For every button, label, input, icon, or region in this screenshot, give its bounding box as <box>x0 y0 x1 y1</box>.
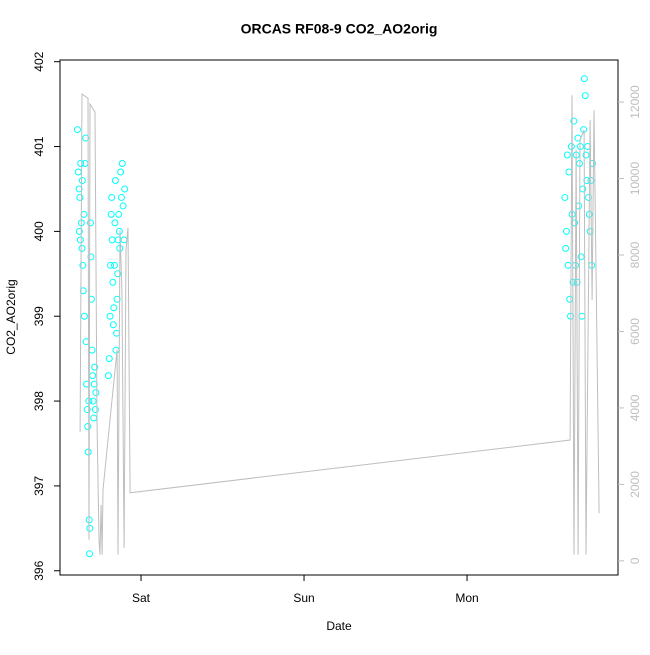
point <box>562 244 570 252</box>
point <box>563 151 571 159</box>
point <box>110 304 118 312</box>
point <box>83 406 91 414</box>
y-tick-label: 397 <box>32 476 46 496</box>
point <box>76 193 84 201</box>
point <box>115 227 123 235</box>
point <box>82 134 90 142</box>
point <box>86 219 94 227</box>
point <box>111 219 119 227</box>
point <box>106 312 114 320</box>
point <box>582 151 590 159</box>
point <box>109 278 117 286</box>
point <box>108 193 116 201</box>
point <box>76 236 84 244</box>
x-tick-label: Sun <box>293 591 314 605</box>
y-tick-label: 399 <box>32 306 46 326</box>
point <box>110 261 118 269</box>
point <box>79 261 87 269</box>
point <box>84 423 92 431</box>
point <box>77 160 85 168</box>
point <box>91 363 99 371</box>
x-axis-label: Date <box>326 619 352 633</box>
point <box>118 160 126 168</box>
point <box>104 372 112 380</box>
point <box>107 210 115 218</box>
point <box>92 389 100 397</box>
point <box>117 193 125 201</box>
point <box>121 185 129 193</box>
point <box>111 176 119 184</box>
point <box>577 253 585 261</box>
point <box>78 244 86 252</box>
y-tick-label: 400 <box>32 221 46 241</box>
point <box>117 168 125 176</box>
plot-box <box>59 59 619 576</box>
point <box>119 202 127 210</box>
y2-tick-label: 12000 <box>628 85 642 119</box>
y2-tick-label: 0 <box>628 557 642 564</box>
point <box>581 92 589 100</box>
point <box>105 355 113 363</box>
y-tick-label: 398 <box>32 391 46 411</box>
point <box>80 312 88 320</box>
y-tick-label: 401 <box>32 136 46 156</box>
point <box>73 126 81 134</box>
point <box>79 287 87 295</box>
y2-tick-label: 8000 <box>628 241 642 268</box>
y-axis-label: CO2_AO2orig <box>4 279 18 354</box>
point <box>580 75 588 83</box>
point <box>114 270 122 278</box>
point <box>584 193 592 201</box>
line <box>79 93 600 555</box>
point <box>580 126 588 134</box>
point <box>89 397 97 405</box>
y-tick-label: 396 <box>32 560 46 580</box>
point <box>84 448 92 456</box>
point <box>107 261 115 269</box>
point <box>78 176 86 184</box>
y2-tick-label: 4000 <box>628 394 642 421</box>
y2-tick-label: 6000 <box>628 318 642 345</box>
x-tick-label: Sat <box>132 591 151 605</box>
chart-title: ORCAS RF08-9 CO2_AO2orig <box>241 21 438 37</box>
x-tick-label: Mon <box>455 591 478 605</box>
point <box>86 524 94 532</box>
point <box>75 227 83 235</box>
y2-tick-label: 2000 <box>628 471 642 498</box>
y2-tick-label: 10000 <box>628 162 642 196</box>
point <box>91 406 99 414</box>
y-tick-label: 402 <box>32 51 46 71</box>
point <box>562 227 570 235</box>
point <box>86 550 94 558</box>
point <box>561 193 569 201</box>
point <box>75 185 83 193</box>
point <box>109 321 117 329</box>
point <box>115 210 123 218</box>
point <box>570 117 578 125</box>
